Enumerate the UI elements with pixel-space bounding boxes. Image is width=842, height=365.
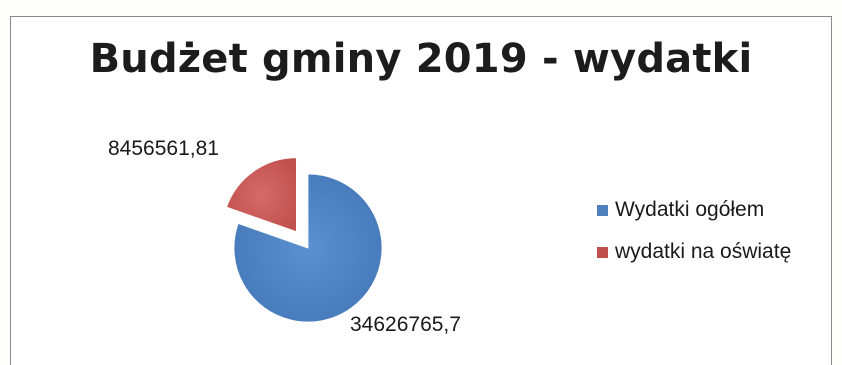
legend-item: wydatki na oświatę [597,238,791,266]
chart-frame [10,16,832,365]
data-label: 34626765,7 [350,313,461,336]
data-label: 8456561,81 [108,137,219,160]
pie-slice-wydatki-na-oswiate [226,157,297,233]
legend-item: Wydatki ogółem [597,196,791,224]
legend-label: Wydatki ogółem [615,198,765,221]
chart-legend: Wydatki ogółem wydatki na oświatę [597,196,791,280]
chart-title: Budżet gminy 2019 - wydatki [89,36,753,82]
legend-label: wydatki na oświatę [615,240,792,263]
legend-swatch-wydatki-na-oswiate [597,246,608,258]
legend-swatch-wydatki-ogolem [597,204,608,216]
pie-slice-wydatki-ogolem [233,173,383,323]
